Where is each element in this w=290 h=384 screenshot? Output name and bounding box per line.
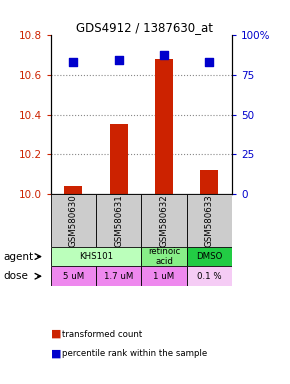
Point <box>116 57 121 63</box>
Bar <box>155 58 173 194</box>
Point <box>207 59 212 65</box>
Text: GSM580630: GSM580630 <box>69 194 78 247</box>
Text: 1 uM: 1 uM <box>153 272 175 281</box>
Bar <box>142 266 187 286</box>
Bar <box>51 247 142 266</box>
Text: 1.7 uM: 1.7 uM <box>104 272 133 281</box>
Bar <box>142 247 187 266</box>
Bar <box>200 170 218 194</box>
Text: retinoic
acid: retinoic acid <box>148 247 180 266</box>
Text: GDS4912 / 1387630_at: GDS4912 / 1387630_at <box>77 21 213 34</box>
Text: ■: ■ <box>51 348 61 358</box>
Text: GSM580633: GSM580633 <box>205 194 214 247</box>
Bar <box>64 187 82 194</box>
Bar <box>110 124 128 194</box>
Text: agent: agent <box>3 252 33 262</box>
Bar <box>51 194 96 247</box>
Bar <box>51 266 96 286</box>
Text: transformed count: transformed count <box>62 329 143 339</box>
Text: GSM580631: GSM580631 <box>114 194 123 247</box>
Text: ■: ■ <box>51 329 61 339</box>
Text: 0.1 %: 0.1 % <box>197 272 222 281</box>
Text: percentile rank within the sample: percentile rank within the sample <box>62 349 208 358</box>
Bar <box>96 194 142 247</box>
Point <box>71 59 76 65</box>
Text: dose: dose <box>3 271 28 281</box>
Text: 5 uM: 5 uM <box>63 272 84 281</box>
Text: DMSO: DMSO <box>196 252 222 261</box>
Bar <box>96 266 142 286</box>
Text: GSM580632: GSM580632 <box>160 194 168 247</box>
Bar <box>187 247 232 266</box>
Bar <box>187 266 232 286</box>
Bar <box>187 194 232 247</box>
Bar <box>142 194 187 247</box>
Text: KHS101: KHS101 <box>79 252 113 261</box>
Point <box>162 52 166 58</box>
